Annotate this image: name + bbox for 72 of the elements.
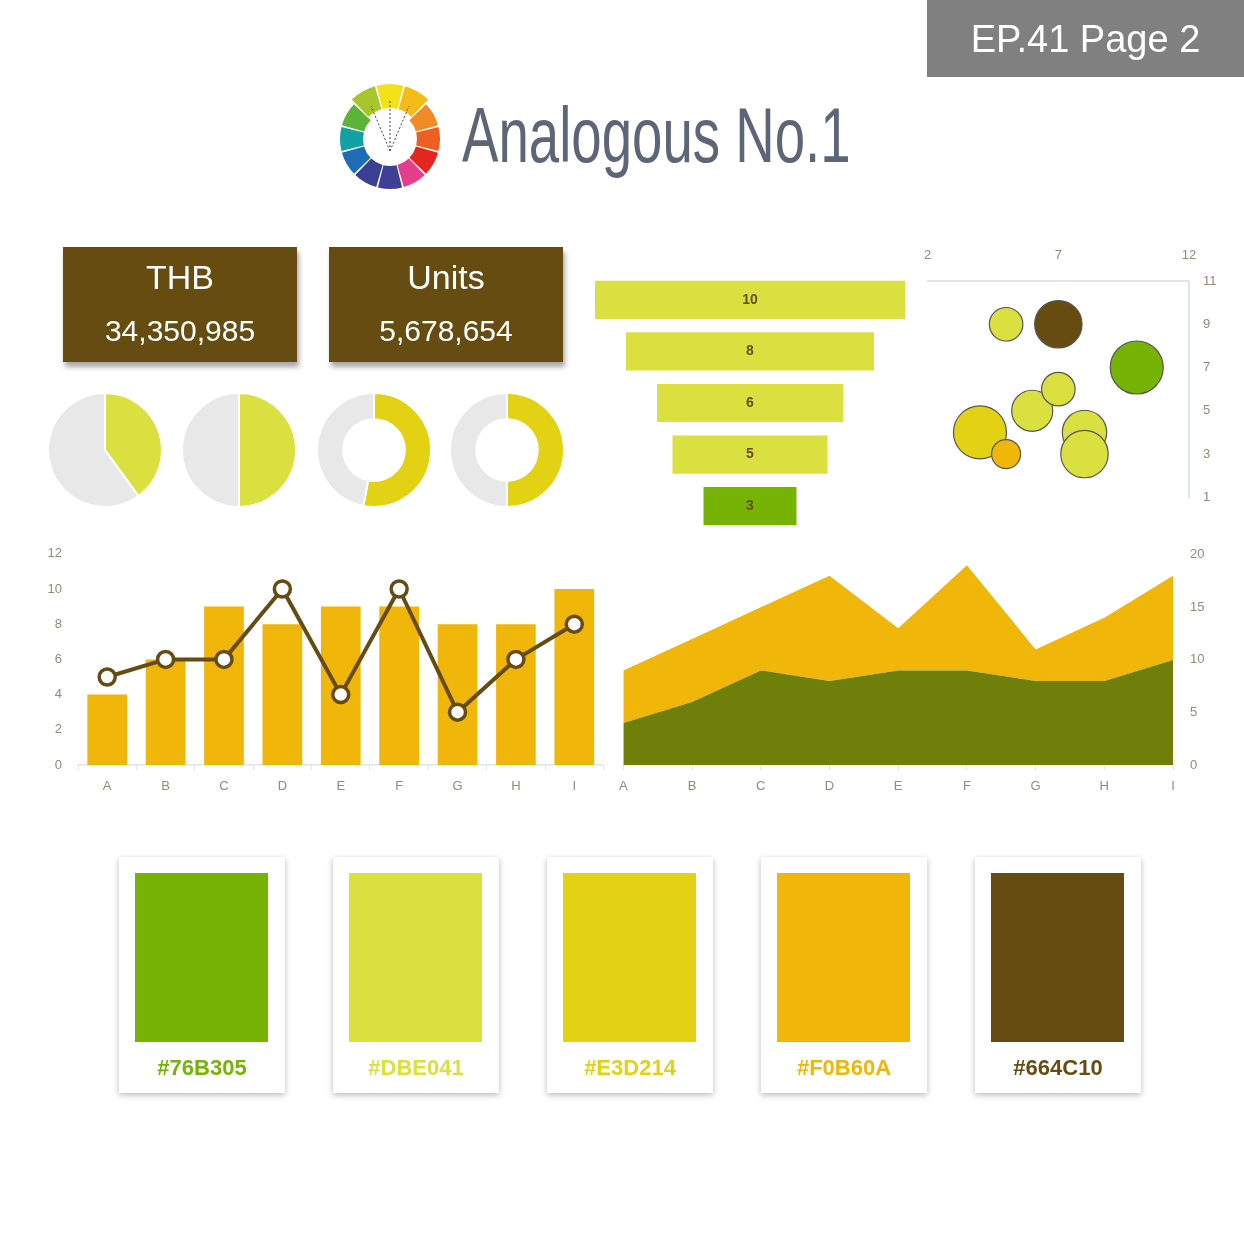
x-tick-label: F <box>962 778 971 794</box>
data-label: 5 <box>746 445 755 462</box>
data-label: 10 <box>742 290 758 307</box>
point <box>97 667 117 687</box>
x-tick-label: E <box>893 778 903 794</box>
text: Analogous No.1 <box>462 91 851 179</box>
point <box>506 649 526 670</box>
y-tick-label: 7 <box>1203 359 1211 375</box>
text: #664C10 <box>1013 1055 1103 1080</box>
bar <box>87 694 128 765</box>
y-tick-label: 11 <box>1203 272 1217 288</box>
y-tick-label: 15 <box>1190 598 1205 614</box>
bar <box>437 624 478 765</box>
bar <box>379 606 419 765</box>
x-tick-label: E <box>336 778 346 794</box>
data-label: 6 <box>746 393 755 410</box>
y-tick-label: 9 <box>1203 315 1211 331</box>
point <box>214 649 234 670</box>
y-tick-label: 12 <box>47 545 62 561</box>
x-tick-label: C <box>756 778 766 794</box>
x-tick-label: H <box>1099 778 1109 794</box>
x-tick-label: D <box>824 778 835 794</box>
point <box>389 579 409 599</box>
bar <box>204 606 244 765</box>
x-tick-label: I <box>1171 778 1175 794</box>
y-tick-label: 5 <box>1190 704 1198 720</box>
point <box>447 702 468 722</box>
x-tick-label: C <box>219 778 229 794</box>
x-tick-label: B <box>161 778 170 794</box>
x-tick-label: F <box>395 778 404 794</box>
x-tick-label: I <box>572 778 577 794</box>
y-tick-label: 8 <box>54 615 62 631</box>
y-tick-label: 2 <box>54 721 62 737</box>
y-tick-label: 6 <box>54 650 62 666</box>
x-tick-label: 7 <box>1054 246 1062 262</box>
text: Units <box>407 258 485 296</box>
text: #F0B60A <box>796 1055 892 1080</box>
y-tick-label: 3 <box>1203 445 1211 461</box>
y-tick-label: 1 <box>1203 488 1211 504</box>
bar <box>262 624 303 765</box>
y-tick-label: 0 <box>54 756 62 772</box>
bar <box>320 606 361 765</box>
bar <box>145 659 186 765</box>
text: THB <box>146 258 214 296</box>
y-tick-label: 10 <box>1190 651 1205 667</box>
text: #DBE041 <box>368 1055 464 1080</box>
text: 5,678,654 <box>379 314 513 347</box>
y-tick-label: 5 <box>1203 402 1211 418</box>
text: EP.41 Page 2 <box>970 16 1201 61</box>
y-tick-label: 0 <box>1190 756 1198 772</box>
x-tick-label: D <box>277 778 288 794</box>
x-tick-label: G <box>1030 778 1041 794</box>
data-label: 3 <box>746 497 755 514</box>
bar <box>496 624 536 765</box>
x-tick-label: 2 <box>924 246 932 262</box>
point <box>331 684 351 705</box>
y-tick-label: 10 <box>47 580 62 596</box>
text: 34,350,985 <box>104 314 256 347</box>
text: #76B305 <box>157 1055 247 1080</box>
text: #E3D214 <box>584 1055 676 1080</box>
bar <box>554 589 595 765</box>
x-tick-label: H <box>511 778 521 794</box>
point <box>272 579 293 599</box>
data-label: 8 <box>746 342 755 359</box>
point <box>155 649 176 670</box>
x-tick-label: A <box>619 778 628 794</box>
x-tick-label: A <box>102 778 112 794</box>
y-tick-label: 4 <box>54 686 62 702</box>
x-tick-label: G <box>452 778 463 794</box>
point <box>564 614 585 634</box>
x-tick-label: B <box>687 778 697 794</box>
y-tick-label: 20 <box>1190 546 1205 562</box>
